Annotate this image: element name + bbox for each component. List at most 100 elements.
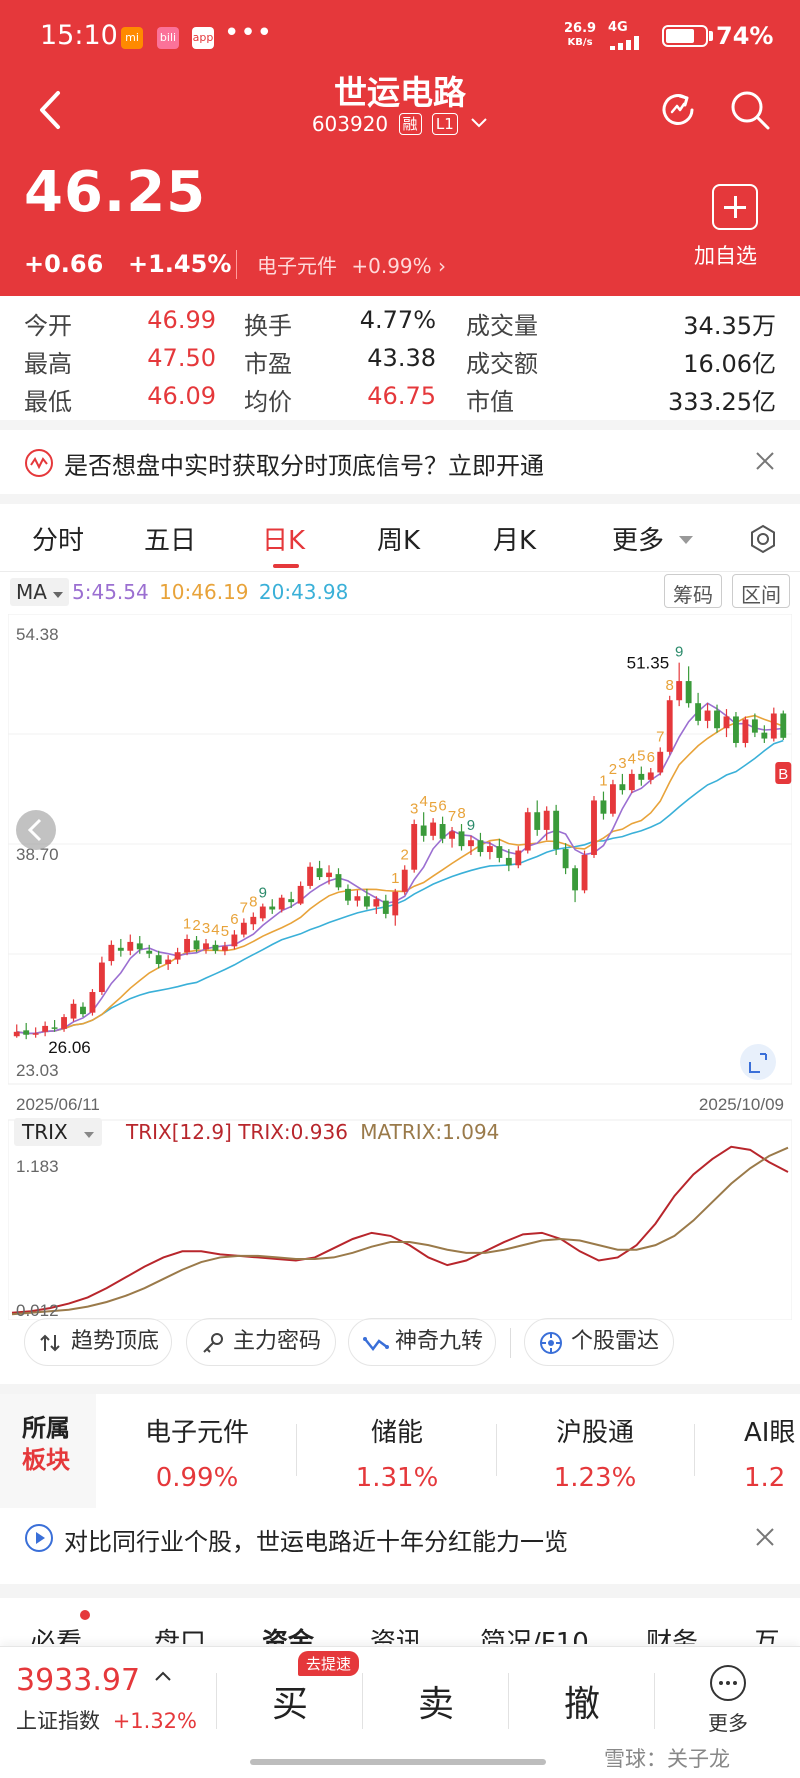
nine-turn-marker: 9 [675, 644, 683, 661]
trade-action-bar: 3933.97 上证指数 +1.32% 买 去提速 卖 撤 更多 雪球：关子龙 [0, 1646, 800, 1778]
refresh-icon[interactable] [656, 88, 700, 132]
bili-app-icon: bili [157, 27, 179, 49]
chart-prev-button[interactable] [16, 810, 56, 850]
candle-body [231, 934, 238, 947]
candle-body [534, 812, 541, 830]
range-button[interactable]: 区间 [732, 574, 790, 608]
stock-code: 603920 [311, 112, 389, 136]
fullscreen-icon [749, 1053, 767, 1073]
sector-item[interactable]: 储能 1.31% [312, 1412, 482, 1493]
tab-five-day[interactable]: 五日 [144, 526, 197, 556]
sector-name: 电子元件 [144, 1418, 249, 1448]
ma-indicator-button[interactable]: MA [10, 578, 70, 606]
stock-code-row[interactable]: 603920 融 L1 [0, 112, 800, 136]
candle-body [524, 812, 531, 851]
candle-body [316, 868, 323, 878]
candle-body [13, 1031, 20, 1037]
tab-weekly-k[interactable]: 周K [377, 526, 421, 556]
tab-finance[interactable]: 财务 [646, 1628, 699, 1644]
index-value: 3933.97 [16, 1663, 141, 1698]
nine-turn-marker: 3 [202, 920, 210, 937]
search-icon[interactable] [728, 88, 772, 132]
divider [0, 1584, 800, 1598]
trix-indicator-button[interactable]: TRIX [14, 1118, 103, 1146]
tab-news[interactable]: 资讯 [370, 1628, 423, 1644]
dividend-promo-banner[interactable]: 对比同行业个股，世运电路近十年分红能力一览 [0, 1508, 800, 1568]
sector-item[interactable]: AI眼 1.2 [744, 1412, 800, 1493]
candle-body [354, 896, 361, 901]
tab-capital[interactable]: 资金 [262, 1628, 315, 1644]
tool-label: 主力密码 [233, 1329, 322, 1354]
level-tag: L1 [431, 113, 458, 135]
candle-body [392, 891, 399, 916]
close-icon[interactable] [752, 1524, 778, 1550]
tab-monthly-k[interactable]: 月K [493, 526, 537, 556]
cancel-order-button[interactable]: 撤 [563, 1684, 600, 1725]
chips-button[interactable]: 筹码 [664, 574, 722, 608]
tab-more[interactable]: 更多 [612, 520, 694, 557]
divider [0, 420, 800, 430]
tab-daily-k[interactable]: 日K [262, 526, 306, 556]
candle-body [742, 719, 749, 743]
more-icon[interactable] [710, 1665, 746, 1701]
y-max-label: 54.38 [16, 625, 59, 644]
candle-body [695, 703, 702, 721]
tab-must-see[interactable]: 必看 [30, 1610, 90, 1644]
add-watchlist-label[interactable]: 加自选 [694, 244, 757, 268]
nine-turn-marker: 5 [221, 923, 229, 940]
candle-body [468, 840, 474, 847]
nine-turn-marker: 9 [259, 885, 267, 902]
nine-turn-marker: 1 [599, 773, 607, 790]
sector-item[interactable]: 沪股通 1.23% [510, 1412, 680, 1493]
fullscreen-button[interactable] [740, 1044, 776, 1080]
sell-button[interactable]: 卖 [417, 1684, 454, 1725]
index-quote[interactable]: 3933.97 [16, 1663, 172, 1698]
candle-body [193, 940, 200, 950]
network-type: 4G [608, 20, 628, 35]
sector-link[interactable]: 电子元件 +0.99% › [236, 250, 446, 279]
chart-period-tabs: 分时 五日 日K 周K 月K 更多 [0, 506, 800, 572]
back-icon[interactable] [30, 85, 70, 135]
chevron-down-icon[interactable] [470, 117, 488, 129]
sector-pct: 1.23% [553, 1463, 637, 1493]
signal-promo-text: 是否想盘中实时获取分时顶底信号？立即开通 [64, 452, 544, 480]
candle-body [297, 885, 304, 904]
tab-intraday[interactable]: 分时 [32, 526, 85, 556]
tool-trend-top-bottom[interactable]: 趋势顶底 [24, 1318, 172, 1366]
home-indicator[interactable] [250, 1759, 546, 1765]
candle-body [259, 906, 266, 919]
buy-button[interactable]: 买 [271, 1684, 308, 1725]
candle-body [780, 713, 787, 738]
candle-body [212, 944, 219, 951]
tool-magic-nine-turn[interactable]: 神奇九转 [348, 1318, 496, 1366]
candle-body [307, 866, 314, 886]
nine-turn-marker: 9 [467, 817, 475, 834]
signal-promo-banner[interactable]: 是否想盘中实时获取分时顶底信号？立即开通 [0, 432, 800, 492]
sector-name: AI眼 [744, 1418, 796, 1448]
more-label[interactable]: 更多 [708, 1711, 748, 1735]
sector-item[interactable]: 电子元件 0.99% [112, 1412, 282, 1493]
tool-main-force-code[interactable]: 主力密码 [186, 1318, 336, 1366]
signal-wave-icon [25, 449, 53, 477]
tab-order-book[interactable]: 盘口 [154, 1628, 207, 1644]
candle-body [184, 938, 191, 953]
tab-interaction[interactable]: 互动 [754, 1628, 781, 1644]
trix-min-label: 0.012 [16, 1301, 59, 1320]
ma-label: MA [16, 580, 47, 604]
candle-body [326, 872, 332, 878]
gear-icon[interactable] [748, 524, 778, 554]
sector-name: 储能 [370, 1418, 423, 1448]
close-icon[interactable] [752, 448, 778, 474]
candle-body [23, 1030, 30, 1035]
candle-body [505, 857, 512, 866]
divider [694, 1424, 695, 1476]
app-notification-icon: app [192, 27, 214, 49]
tool-stock-radar[interactable]: 个股雷达 [524, 1318, 674, 1366]
add-watchlist-button[interactable] [712, 184, 758, 230]
speed-up-badge[interactable]: 去提速 [298, 1651, 360, 1676]
chevron-right-icon: › [438, 254, 447, 278]
tab-f10[interactable]: 简况/F10 [480, 1628, 589, 1644]
nine-turn-marker: 4 [628, 750, 636, 767]
candle-body [676, 681, 683, 701]
